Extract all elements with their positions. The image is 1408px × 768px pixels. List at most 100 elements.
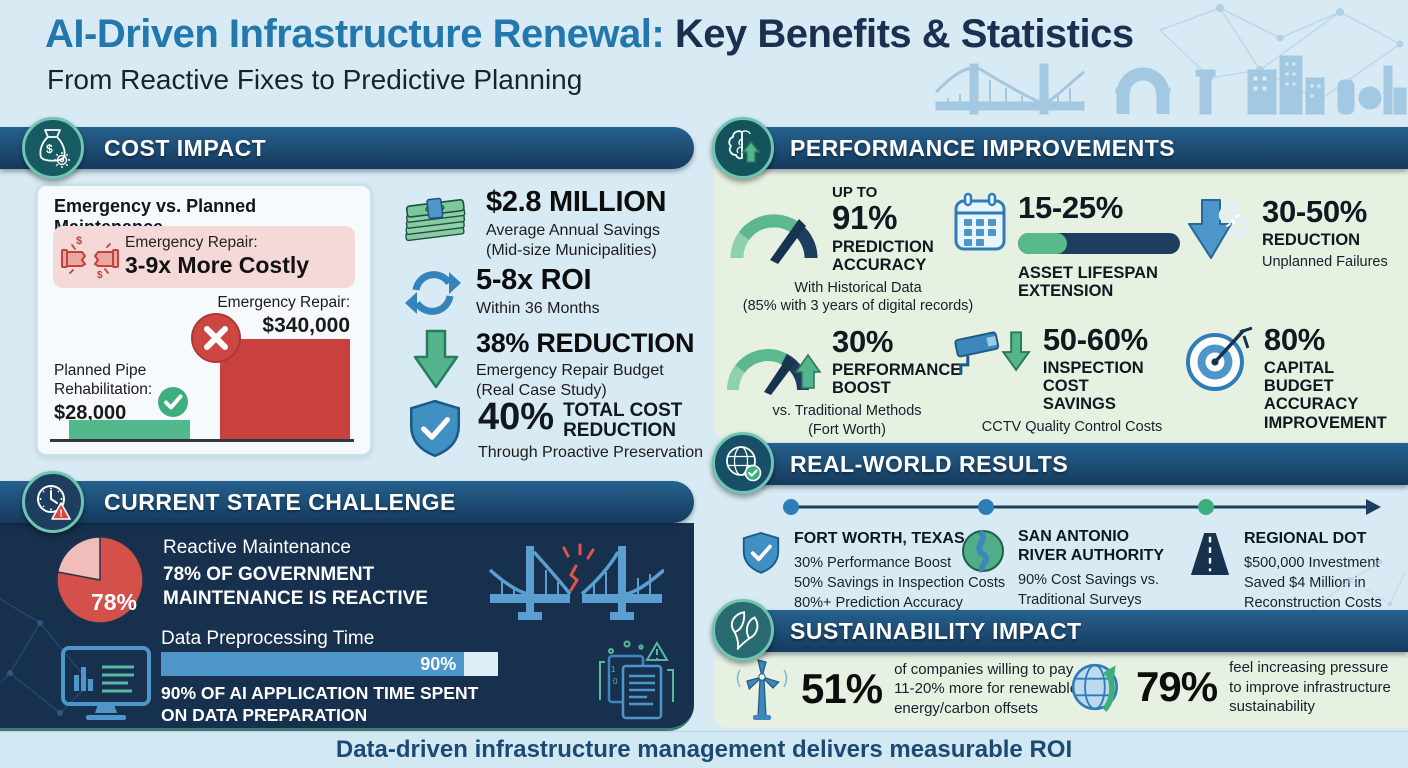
stat-value: 80% <box>1263 322 1326 357</box>
real-world-heading: REAL-WORLD RESULTS <box>790 450 1069 477</box>
svg-text:$: $ <box>76 235 82 247</box>
highway-icon <box>1190 532 1230 576</box>
performance-panel <box>714 168 1408 441</box>
river-globe-icon <box>962 529 1004 574</box>
current-state-header-bar: CURRENT STATE CHALLENGE <box>0 481 694 523</box>
reactive-label: Reactive Maintenance <box>163 537 351 558</box>
preprocessing-progress-value: 90% <box>420 653 457 674</box>
results-timeline <box>783 499 1381 515</box>
perf-stat-inspection-savings: 50-60% INSPECTION COST SAVINGS CCTV Qual… <box>952 322 1192 437</box>
stat-value: 91% <box>832 199 898 236</box>
perf-stat-capital-budget: 80% CAPITAL BUDGET ACCURACY IMPROVEMENT <box>1184 322 1408 432</box>
broken-bridge-icon <box>488 543 664 620</box>
stat-sub: Unplanned Failures <box>1262 254 1388 271</box>
real-world-icon-circle <box>712 432 774 494</box>
page-title-secondary: Key Benefits & Statistics <box>674 12 1134 56</box>
stat-sub: Through Proactive Preservation <box>478 443 703 461</box>
svg-text:!: ! <box>59 509 62 520</box>
stat-label: REDUCTION <box>1262 230 1361 249</box>
case-san-antonio: SAN ANTONIO RIVER AUTHORITY 90% Cost Sav… <box>960 528 1209 630</box>
case-title: SAN ANTONIO RIVER AUTHORITY <box>1018 528 1165 564</box>
documents-warning-icon: 10 <box>599 640 674 720</box>
stat-sub: Emergency Repair Budget (Real Case Study… <box>476 362 664 399</box>
sustainability-heading: SUSTAINABILITY IMPACT <box>790 617 1082 644</box>
stat-value: 50-60% <box>1042 322 1148 357</box>
sustainability-icon-circle <box>712 599 774 661</box>
gauge-icon <box>730 214 818 264</box>
globe-check-icon <box>726 446 762 482</box>
stat-sub: vs. Traditional Methods (Fort Worth) <box>772 403 922 438</box>
cash-stack-icon <box>405 197 466 242</box>
perf-stat-performance-boost: 30% PERFORMANCE BOOST vs. Traditional Me… <box>722 324 962 439</box>
shield-check-icon <box>742 532 780 574</box>
cost-stat-repair-budget: 38% REDUCTION Emergency Repair Budget (R… <box>410 328 694 401</box>
stat-value: 38% REDUCTION <box>476 328 695 358</box>
monitor-chart-icon <box>61 646 151 720</box>
preprocessing-detail: 90% OF AI APPLICATION TIME SPENT ON DATA… <box>161 683 479 726</box>
emergency-bar-label: Emergency Repair: $340,000 <box>217 294 350 337</box>
cost-impact-heading: COST IMPACT <box>104 134 267 161</box>
preprocessing-progress-fill: 90% <box>161 652 465 676</box>
stat-value: 30% <box>832 324 894 359</box>
svg-text:$: $ <box>46 142 53 156</box>
current-state-icon-circle: ! <box>22 471 84 533</box>
cost-stat-roi: 5-8x ROI Within 36 Months <box>404 264 600 322</box>
stat-sub: CCTV Quality Control Costs <box>981 418 1163 435</box>
stat-label: PERFORMANCE BOOST <box>832 360 962 398</box>
stat-value-label: TOTAL COST REDUCTION <box>563 400 683 441</box>
stat-value: 40% <box>478 396 555 438</box>
maintenance-comparison-card: Emergency vs. Planned Maintenance $ $ Em… <box>36 184 372 456</box>
sustainability-header-bar: SUSTAINABILITY IMPACT <box>714 610 1408 652</box>
perf-stat-unplanned-failures: 30-50% REDUCTION Unplanned Failures <box>1186 194 1388 272</box>
stat-value: 30-50% <box>1262 194 1368 229</box>
page-title: AI-Driven Infrastructure Renewal: Key Be… <box>45 12 1134 57</box>
case-title: FORT WORTH, TEXAS <box>794 530 965 547</box>
svg-text:1: 1 <box>611 665 616 674</box>
stat-value: 51% <box>801 665 883 712</box>
case-title: REGIONAL DOT <box>1244 530 1367 547</box>
globe-arrow-icon <box>1071 664 1118 713</box>
money-bag-gear-icon: $ <box>39 129 70 168</box>
brain-up-icon <box>728 130 761 163</box>
infrastructure-skyline-decoration <box>934 55 1407 115</box>
cost-stat-total-reduction: 40% TOTAL COST REDUCTION Through Proacti… <box>406 398 703 463</box>
page-subtitle: From Reactive Fixes to Predictive Planni… <box>47 64 583 95</box>
cctv-camera-icon <box>954 331 1031 375</box>
footer-tagline: Data-driven infrastructure management de… <box>335 736 1073 763</box>
page-title-primary: AI-Driven Infrastructure Renewal: <box>45 12 675 56</box>
cost-impact-icon-circle: $ <box>22 117 84 179</box>
emergency-banner-label: Emergency Repair: <box>125 234 258 251</box>
cost-stat-annual-savings: $2.8 MILLION Average Annual Savings (Mid… <box>398 186 666 261</box>
planned-bar-label: Planned Pipe Rehabilitation: $28,000 <box>54 362 153 425</box>
real-world-header-bar: REAL-WORLD RESULTS <box>714 443 1408 485</box>
down-arrow-icon <box>413 329 459 389</box>
lifespan-progress-fill <box>1018 232 1067 254</box>
stat-value: $2.8 MILLION <box>486 186 667 218</box>
current-state-heading: CURRENT STATE CHALLENGE <box>104 488 456 515</box>
stat-value: 79% <box>1136 663 1218 711</box>
svg-text:0: 0 <box>613 677 618 686</box>
stat-sub: Average Annual Savings (Mid-size Municip… <box>486 222 661 259</box>
preprocessing-label: Data Preprocessing Time <box>161 628 375 649</box>
sustainability-panel <box>714 652 1408 728</box>
planned-cost-bar <box>69 420 190 439</box>
stat-text: of companies willing to pay 11-20% more … <box>894 660 1079 717</box>
stat-text: feel increasing pressure to improve infr… <box>1229 659 1391 715</box>
case-fort-worth: FORT WORTH, TEXAS 30% Performance Boost … <box>740 530 1005 613</box>
performance-header-bar: PERFORMANCE IMPROVEMENTS <box>714 127 1408 169</box>
performance-icon-circle <box>712 117 774 179</box>
stat-value: 15-25% <box>1018 190 1124 225</box>
reactive-maintenance-pie-chart: 78% <box>56 536 144 624</box>
shield-check-icon <box>409 399 461 458</box>
roi-cycle-icon <box>405 271 461 315</box>
stat-pre: UP TO <box>832 184 878 201</box>
check-circle-icon <box>158 387 188 417</box>
stat-value: 5-8x ROI <box>476 264 592 296</box>
stat-label: CAPITAL BUDGET ACCURACY IMPROVEMENT <box>1263 358 1387 432</box>
gauge-up-icon <box>727 349 822 395</box>
svg-text:$: $ <box>97 270 103 279</box>
reactive-maintenance-block: Reactive Maintenance 78% OF GOVERNMENT M… <box>163 537 428 612</box>
broken-pipe-icon: $ $ <box>61 235 119 279</box>
calendar-icon <box>954 192 1006 251</box>
perf-stat-prediction-accuracy: UP TO 91% PREDICTION ACCURACY With Histo… <box>726 184 990 316</box>
